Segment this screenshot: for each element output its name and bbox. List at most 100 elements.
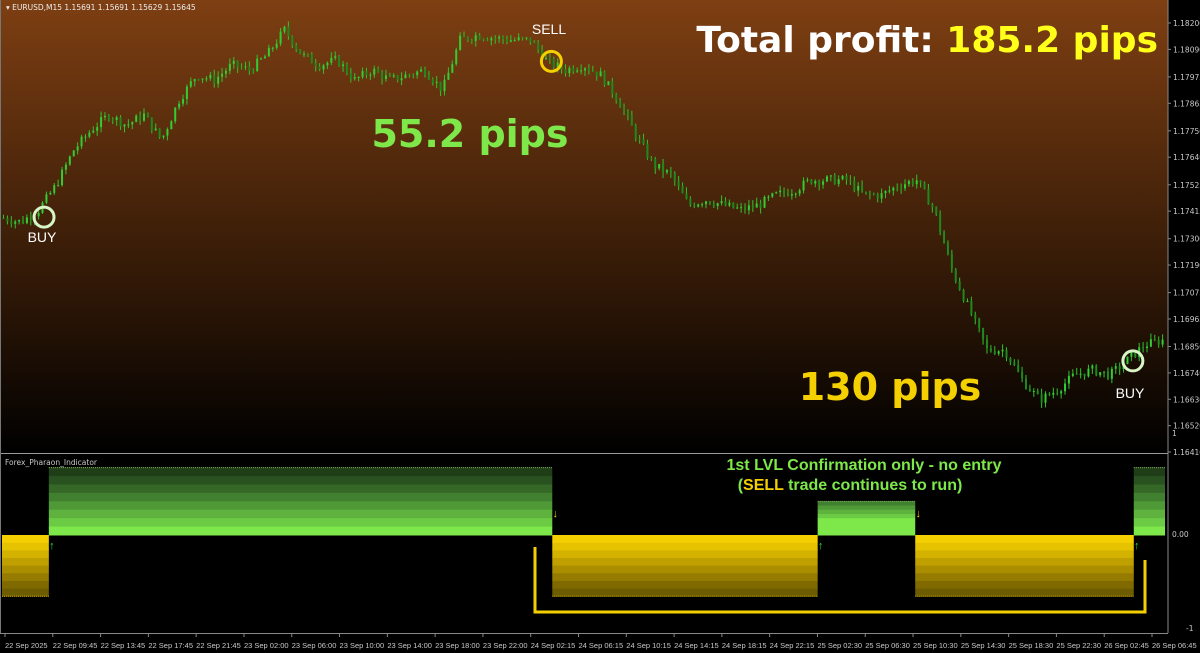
- candle-body: [810, 179, 813, 184]
- candle-body: [283, 26, 286, 32]
- candle-body: [201, 78, 204, 80]
- candle-body: [900, 188, 903, 190]
- time-tick-label: 24 Sep 18:15: [722, 641, 767, 650]
- time-tick-label: 26 Sep 06:45: [1152, 641, 1197, 650]
- candle-body: [833, 175, 836, 185]
- candle-body: [76, 146, 79, 151]
- candle-body: [841, 175, 844, 180]
- yellow-zone-band: [2, 580, 49, 590]
- time-tick-label: 25 Sep 10:30: [913, 641, 958, 650]
- candle-body: [630, 115, 633, 126]
- candle-body: [1083, 373, 1086, 377]
- price-tick-label: 1.16740: [1173, 369, 1200, 378]
- candle-body: [1040, 394, 1043, 403]
- green-zone-band: [1133, 476, 1165, 486]
- price-tick-label: 1.17525: [1173, 181, 1200, 190]
- candle-body: [342, 64, 345, 67]
- candle-body: [275, 43, 278, 48]
- candle-body: [935, 206, 938, 215]
- candle-body: [646, 143, 649, 159]
- time-tick-label: 22 Sep 09:45: [53, 641, 98, 650]
- candle-body: [1009, 357, 1012, 363]
- candle-body: [931, 204, 934, 207]
- candle-body: [868, 192, 871, 195]
- candle-body: [732, 202, 735, 208]
- candle-body: [943, 231, 946, 244]
- time-tick-label: 25 Sep 18:30: [1009, 641, 1054, 650]
- candle-body: [498, 36, 501, 39]
- up-arrow-icon: ↑: [49, 540, 55, 552]
- candle-body: [993, 351, 996, 354]
- green-zone-band: [1133, 484, 1165, 494]
- candle-body: [150, 117, 153, 131]
- candle-body: [876, 194, 879, 199]
- candle-body: [263, 56, 266, 59]
- time-tick-label: 23 Sep 02:00: [244, 641, 289, 650]
- candle-body: [224, 70, 227, 74]
- candle-body: [1048, 393, 1051, 395]
- candle-body: [864, 191, 867, 193]
- candle-body: [1099, 372, 1102, 376]
- candle-body: [552, 58, 555, 68]
- candle-body: [1142, 347, 1145, 349]
- candle-body: [209, 75, 212, 79]
- candle-body: [907, 181, 910, 185]
- candle-body: [162, 135, 165, 138]
- yellow-zone-band: [2, 573, 49, 582]
- candle-body: [982, 328, 985, 340]
- candle-body: [416, 71, 419, 76]
- candle-body: [466, 37, 469, 41]
- candle-body: [814, 180, 817, 184]
- candle-body: [642, 139, 645, 144]
- candle-body: [966, 301, 969, 303]
- candle-body: [611, 81, 614, 95]
- candle-body: [798, 190, 801, 194]
- candle-body: [205, 78, 208, 80]
- candle-body: [736, 207, 739, 209]
- green-zone-band: [48, 476, 553, 486]
- candle-body: [377, 68, 380, 73]
- candle-body: [182, 99, 185, 104]
- time-tick-label: 24 Sep 02:15: [531, 641, 576, 650]
- candle-body: [299, 49, 302, 54]
- green-zone-band: [48, 526, 553, 536]
- yellow-zone-band: [552, 550, 818, 559]
- candle-body: [704, 201, 707, 205]
- time-tick-label: 22 Sep 2025: [5, 641, 48, 650]
- candle-body: [170, 121, 173, 130]
- signals: [32, 49, 1145, 373]
- candle-body: [1114, 366, 1117, 369]
- candle-body: [25, 217, 28, 224]
- candle-body: [217, 76, 220, 84]
- candle-body: [954, 269, 957, 282]
- candle-body: [470, 40, 473, 42]
- candle-body: [845, 175, 848, 180]
- candle-body: [568, 67, 571, 74]
- candle-body: [64, 164, 67, 170]
- candle-body: [322, 65, 325, 70]
- candle-body: [185, 86, 188, 100]
- yellow-zone-band: [552, 565, 818, 574]
- candle-body: [720, 201, 723, 204]
- candle-body: [279, 31, 282, 44]
- yellow-zone-band: [2, 557, 49, 567]
- candle-body: [665, 170, 668, 173]
- green-zone-band: [817, 526, 916, 532]
- candle-body: [135, 115, 138, 123]
- candle-body: [197, 79, 200, 81]
- candle-body: [872, 194, 875, 196]
- candle-body: [650, 158, 653, 160]
- candle-body: [997, 351, 1000, 354]
- candle-body: [985, 339, 988, 349]
- candle-body: [228, 63, 231, 71]
- candle-body: [1060, 391, 1063, 394]
- candle-body: [400, 78, 403, 81]
- candle-body: [794, 193, 797, 195]
- candle-body: [904, 184, 907, 189]
- yellow-zone-band: [2, 542, 49, 551]
- candle-body: [829, 175, 832, 177]
- candle-body: [119, 117, 122, 127]
- candle-body: [783, 190, 786, 194]
- candle-body: [1103, 371, 1106, 373]
